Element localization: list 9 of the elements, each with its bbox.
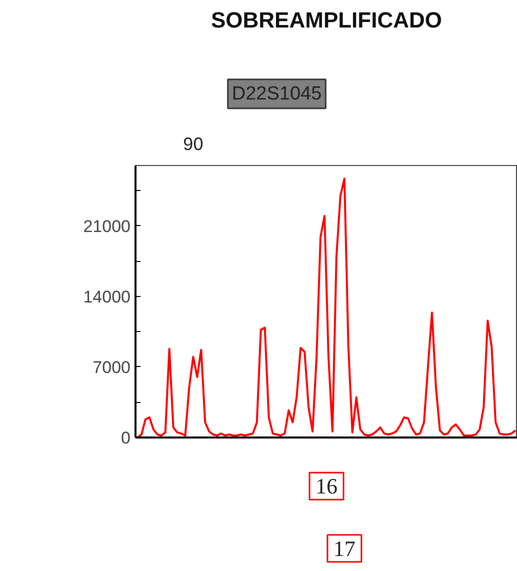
- y-tick-label: 0: [121, 428, 131, 448]
- y-tick-label: 21000: [83, 216, 131, 236]
- text: D22S1045: [232, 83, 322, 104]
- chart-title: SOBREAMPLIFICADO: [211, 8, 442, 32]
- y-tick-label: 14000: [83, 287, 131, 306]
- text: 90: [183, 134, 204, 154]
- text: 17: [333, 536, 356, 561]
- y-tick-label: 7000: [92, 358, 131, 377]
- text: 16: [316, 474, 338, 499]
